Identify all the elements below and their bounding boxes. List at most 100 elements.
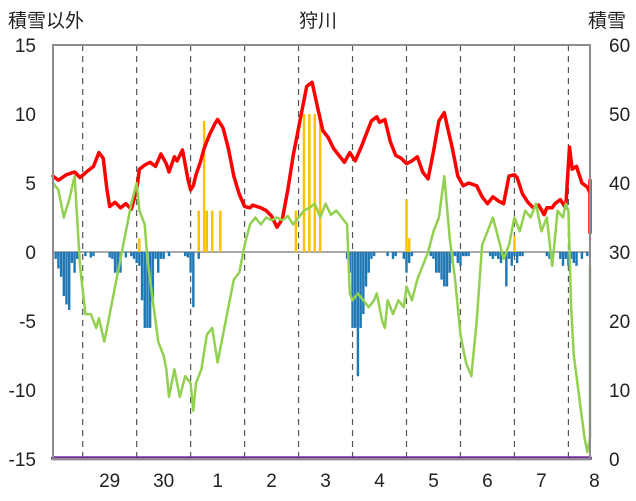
blue-bars-34 xyxy=(189,252,192,273)
blue-bars-80 xyxy=(515,252,519,264)
x-tick-1: 30 xyxy=(153,471,174,492)
orange-bars-9 xyxy=(313,114,316,252)
y-right-tick-1: 50 xyxy=(609,105,630,126)
orange-bars-2 xyxy=(202,120,206,253)
blue-bars-14 xyxy=(113,252,117,273)
orange-bars-4 xyxy=(210,210,214,252)
orange-bars-13 xyxy=(513,235,516,252)
blue-bars-49 xyxy=(391,252,395,259)
green-line-series xyxy=(51,174,592,454)
y-right-tick-6: 0 xyxy=(609,450,620,471)
blue-bars-8 xyxy=(76,252,79,259)
blue-bars-20 xyxy=(135,252,138,264)
blue-bars-55 xyxy=(429,252,433,257)
blue-bars-69 xyxy=(467,252,470,257)
blue-bars-21 xyxy=(138,252,141,266)
blue-bars-88 xyxy=(564,252,567,259)
y-left-tick-3: 0 xyxy=(25,243,36,264)
blue-bars-71 xyxy=(491,252,495,259)
blue-bars-87 xyxy=(561,252,565,266)
y-right-tick-2: 40 xyxy=(609,174,630,195)
blue-bars-42 xyxy=(359,252,362,328)
blue-bars-0 xyxy=(54,252,57,259)
blue-bars-48 xyxy=(386,252,389,257)
blue-bars-35 xyxy=(192,252,195,308)
blue-bars-70 xyxy=(488,252,492,257)
x-tick-8: 7 xyxy=(536,471,547,492)
blue-bars-53 xyxy=(407,252,411,264)
x-tick-6: 5 xyxy=(428,471,439,492)
blue-bars-13 xyxy=(111,252,114,259)
blue-bars-39 xyxy=(351,252,354,328)
blue-bars-31 xyxy=(167,252,171,257)
blue-bars-17 xyxy=(124,252,128,258)
blue-bars-90 xyxy=(569,252,573,259)
blue-bars-77 xyxy=(507,252,511,259)
y-left-tick-2: 5 xyxy=(25,174,36,195)
blue-bars-24 xyxy=(146,252,149,328)
plot-frame xyxy=(52,44,591,460)
blue-bars-51 xyxy=(402,252,406,259)
blue-bars-92 xyxy=(575,252,578,266)
blue-bars-22 xyxy=(140,252,144,301)
blue-bars-46 xyxy=(370,252,373,259)
blue-bars-59 xyxy=(440,252,443,280)
blue-bars-30 xyxy=(162,252,165,259)
blue-bars-41 xyxy=(356,252,360,377)
orange-bars-8 xyxy=(308,114,311,252)
blue-bars-10 xyxy=(89,252,92,258)
blue-bars-74 xyxy=(499,252,503,264)
blue-bars-47 xyxy=(372,252,376,257)
blue-bars-3 xyxy=(62,252,66,297)
blue-bars-89 xyxy=(567,252,570,266)
blue-bars-28 xyxy=(157,252,160,273)
blue-bars-79 xyxy=(513,252,516,257)
blue-bars-57 xyxy=(434,252,438,273)
blue-bars-84 xyxy=(548,252,551,259)
blue-bars-6 xyxy=(70,252,74,264)
y-right-tick-4: 20 xyxy=(609,312,630,333)
blue-bars-86 xyxy=(559,252,562,259)
left-axis-label: 積雪以外 xyxy=(8,10,84,32)
y-left-tick-1: 10 xyxy=(15,105,36,126)
blue-bars-94 xyxy=(586,252,589,257)
y-right-tick-3: 30 xyxy=(609,243,630,264)
blue-bars-66 xyxy=(459,252,462,266)
orange-bars-3 xyxy=(205,210,209,252)
orange-bars-0 xyxy=(138,238,141,252)
blue-bars-76 xyxy=(505,252,508,287)
blue-bars-78 xyxy=(510,252,513,266)
blue-bars-33 xyxy=(186,252,190,258)
blue-bars-83 xyxy=(545,252,549,257)
x-tick-0: 29 xyxy=(99,471,120,492)
bar-series xyxy=(54,114,589,377)
orange-bars-1 xyxy=(197,210,200,252)
blue-bars-12 xyxy=(108,252,111,258)
y-left-tick-6: -15 xyxy=(9,450,36,471)
blue-bars-7 xyxy=(73,252,76,273)
y-left-tick-0: 15 xyxy=(15,36,36,57)
blue-bars-36 xyxy=(197,252,200,259)
blue-bars-72 xyxy=(494,252,497,257)
blue-bars-82 xyxy=(521,252,524,257)
blue-bars-40 xyxy=(354,252,357,328)
blue-bars-15 xyxy=(116,252,119,273)
orange-bars-5 xyxy=(219,210,222,252)
blue-bars-73 xyxy=(497,252,500,259)
orange-bars-7 xyxy=(302,114,306,252)
blue-bars-93 xyxy=(580,252,584,259)
x-tick-9: 8 xyxy=(589,471,600,492)
chart-title: 狩川 xyxy=(299,10,337,32)
right-axis-label: 積雪 xyxy=(588,10,626,32)
red-line-series xyxy=(51,80,592,235)
blue-bars-27 xyxy=(154,252,157,259)
blue-bars-56 xyxy=(432,252,435,259)
blue-bars-65 xyxy=(456,252,459,264)
y-left-tick-4: -5 xyxy=(19,312,36,333)
blue-bars-67 xyxy=(461,252,465,257)
blue-bars-60 xyxy=(443,252,446,287)
orange-bars-6 xyxy=(294,210,298,252)
x-tick-5: 4 xyxy=(374,471,385,492)
